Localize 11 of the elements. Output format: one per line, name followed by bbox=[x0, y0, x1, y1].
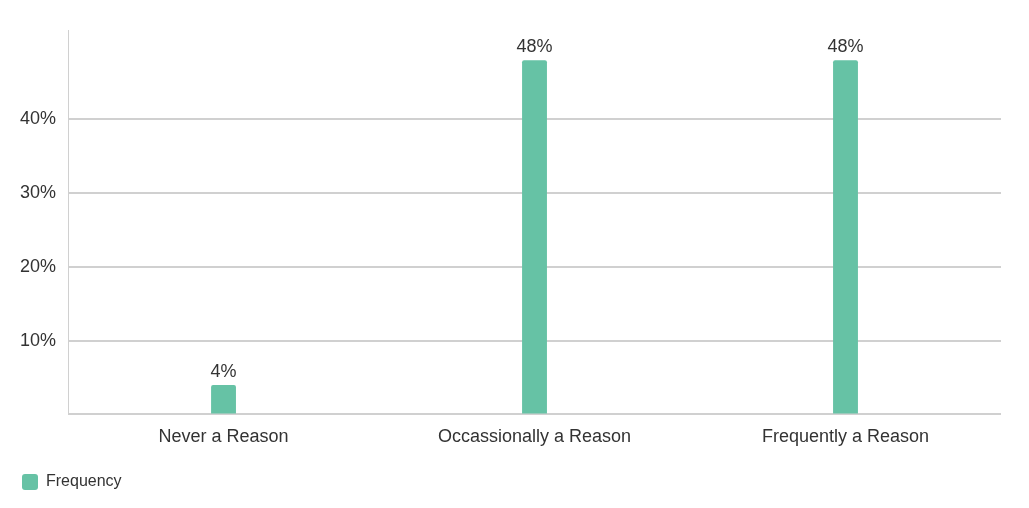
y-tick-label: 10% bbox=[20, 329, 57, 350]
y-tick-label: 20% bbox=[20, 255, 57, 276]
y-tick-label: 30% bbox=[20, 182, 57, 203]
y-tick-label: 40% bbox=[20, 108, 57, 129]
x-tick-label: Never a Reason bbox=[158, 426, 289, 447]
data-label: 48% bbox=[827, 36, 864, 57]
data-label: 4% bbox=[210, 360, 237, 381]
data-label: 48% bbox=[516, 36, 553, 57]
x-tick-label: Occassionally a Reason bbox=[437, 426, 632, 447]
legend-label: Frequency bbox=[46, 472, 122, 490]
x-tick-label: Frequently a Reason bbox=[761, 426, 930, 447]
